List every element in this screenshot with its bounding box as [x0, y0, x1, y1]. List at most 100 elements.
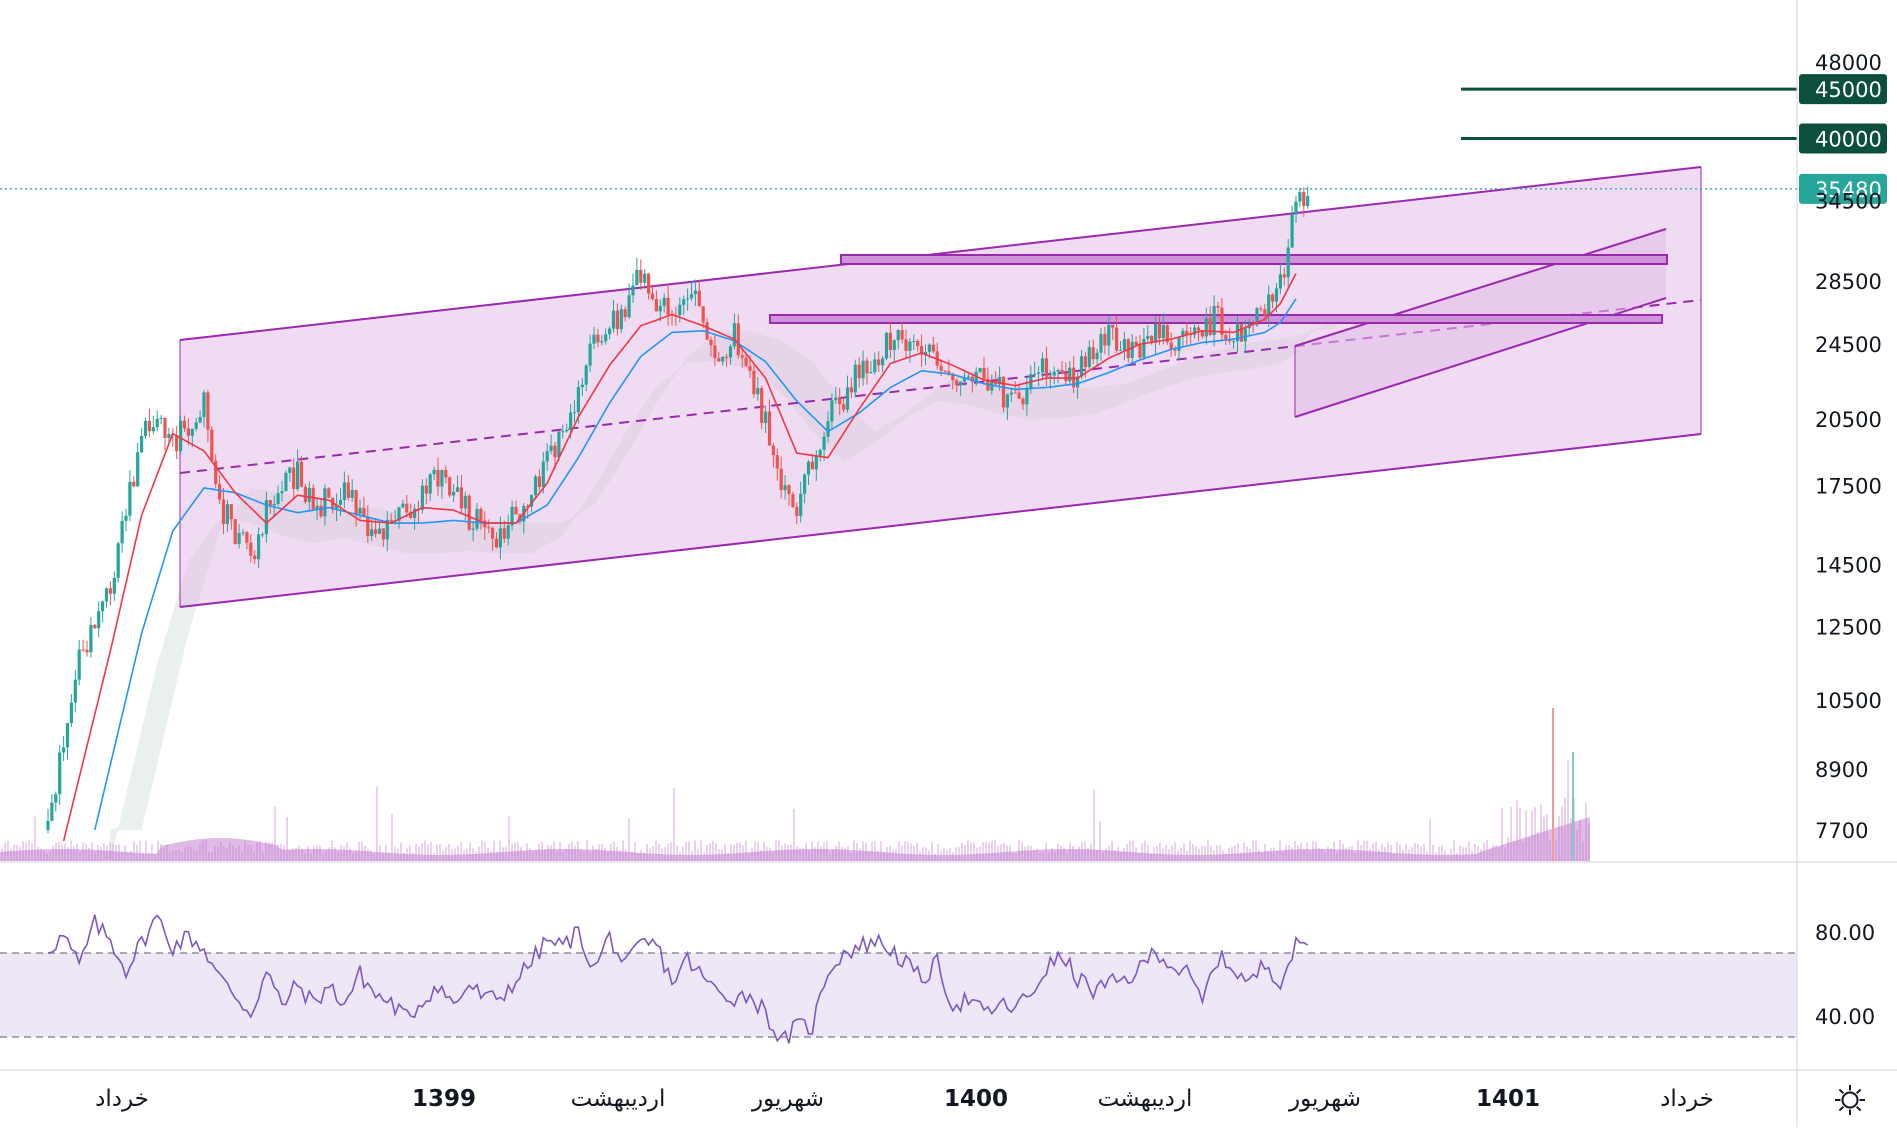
candle-body [787, 485, 791, 495]
candle-body [272, 503, 276, 506]
candle-body [1126, 339, 1130, 358]
candle-body [611, 310, 616, 329]
candle-body [1220, 307, 1224, 335]
candle-body [401, 503, 405, 508]
candles [46, 186, 1310, 834]
time-tick-label: 1399 [412, 1086, 476, 1112]
candle-body [428, 474, 432, 494]
candle-body [701, 306, 705, 323]
candle-body [362, 507, 366, 517]
candle-body [557, 431, 561, 458]
candle-body [475, 508, 479, 529]
candle-body [869, 372, 873, 374]
candle-body [1196, 327, 1201, 331]
candle-body [479, 508, 483, 521]
candle-body [588, 343, 592, 366]
candle-body [1212, 306, 1216, 335]
candle-body [526, 506, 530, 508]
candle-body [962, 377, 967, 382]
candle-body [908, 341, 912, 351]
candle-body [155, 418, 159, 428]
candle-body [319, 505, 323, 517]
candle-body [803, 474, 807, 494]
price-tick-label: 14500 [1815, 553, 1882, 577]
candle-body [639, 269, 643, 283]
candle-body [354, 489, 358, 514]
candle-body [1150, 335, 1154, 343]
candle-body [1021, 398, 1025, 405]
candle-body [998, 376, 1002, 385]
candle-body [342, 482, 346, 500]
candle-body [471, 528, 475, 530]
candle-body [1060, 370, 1064, 373]
candle-body [791, 494, 795, 508]
candle-body [1278, 274, 1282, 289]
candle-body [760, 388, 764, 423]
candle-body [284, 472, 288, 492]
candle-body [1025, 388, 1029, 405]
candle-body [783, 485, 787, 491]
candle-body [779, 468, 783, 491]
candle-body [186, 428, 190, 436]
candle-body [857, 364, 861, 379]
candle-body [678, 304, 682, 316]
candle-body [233, 519, 237, 544]
candle-body [608, 328, 612, 335]
candle-body [775, 455, 779, 469]
candle-body [1076, 376, 1080, 388]
candle-body [580, 384, 584, 388]
candle-body [771, 445, 775, 456]
candle-body [767, 411, 772, 446]
candle-body [1052, 371, 1056, 376]
candle-body [912, 340, 916, 342]
target-tag-label: 40000 [1815, 128, 1882, 152]
candle-body [1068, 367, 1072, 382]
time-tick-label: 1401 [1476, 1086, 1540, 1112]
candle-body [1037, 372, 1041, 374]
candle-body [151, 427, 155, 432]
candle-body [1013, 392, 1017, 394]
candle-body [545, 451, 549, 462]
candle-body [1138, 345, 1142, 358]
candle-body [842, 404, 846, 410]
candle-body [296, 461, 300, 489]
rsi-tick-label: 80.00 [1815, 921, 1875, 945]
candle-body [97, 611, 101, 629]
time-tick-label: 1400 [944, 1086, 1008, 1112]
candle-body [732, 323, 736, 347]
candle-body [487, 527, 491, 529]
candle-body [838, 397, 842, 405]
candle-body [292, 467, 296, 489]
candle-body [163, 418, 167, 438]
candle-body [1087, 347, 1091, 368]
candle-body [237, 533, 241, 544]
candle-body [1099, 334, 1103, 353]
candle-body [323, 488, 327, 517]
moving-averages [62, 273, 1297, 842]
candle-body [1040, 358, 1045, 373]
candle-body [541, 461, 545, 487]
candle-body [565, 429, 569, 432]
candle-body [420, 485, 424, 510]
candle-body [892, 340, 896, 350]
candle-body [1185, 330, 1189, 335]
candle-body [549, 445, 553, 452]
candle-body [1173, 349, 1177, 351]
candle-body [132, 481, 136, 487]
candle-body [881, 358, 885, 366]
candle-body [959, 381, 963, 386]
candle-body [62, 747, 66, 753]
candle-body [643, 273, 647, 283]
candle-body [877, 359, 881, 366]
candle-body [592, 334, 596, 344]
candle-body [338, 499, 343, 505]
candle-body [1079, 356, 1084, 377]
candle-body [1056, 370, 1060, 372]
candle-body [713, 345, 717, 359]
settings-button[interactable] [1830, 1080, 1870, 1120]
candle-body [1130, 341, 1134, 358]
candle-body [900, 330, 904, 340]
candle-body [916, 340, 920, 347]
